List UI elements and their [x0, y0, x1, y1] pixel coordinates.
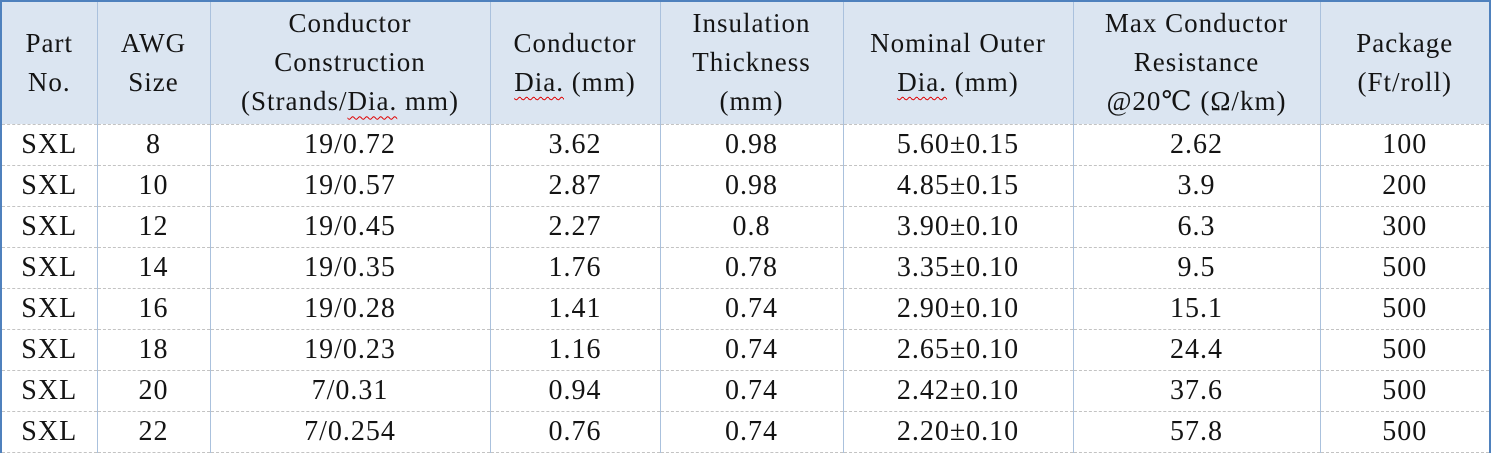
cell-max_conductor_resistance: 3.9: [1072, 164, 1321, 207]
table-row: SXL 12 19/0.45 2.27 0.8 3.90±0.10 6.3 300: [0, 205, 1491, 248]
table-row: SXL 14 19/0.35 1.76 0.78 3.35±0.10 9.5 500: [0, 246, 1491, 289]
cell-conductor_dia: 2.87: [489, 164, 661, 207]
column-header-awg_size: AWG Size: [96, 1, 211, 125]
column-header-package: Package (Ft/roll): [1319, 1, 1491, 125]
cell-conductor_construction: 19/0.57: [209, 164, 491, 207]
column-header-part_no: Part No.: [0, 1, 98, 125]
cell-part_no: SXL: [0, 287, 98, 330]
cell-max_conductor_resistance: 24.4: [1072, 328, 1321, 371]
column-header-nominal_outer_dia: Nominal Outer Dia. (mm): [842, 1, 1074, 125]
cell-insulation_thickness: 0.74: [659, 287, 844, 330]
cell-nominal_outer_dia: 2.42±0.10: [842, 369, 1074, 412]
cell-package: 300: [1319, 205, 1491, 248]
cell-conductor_construction: 19/0.45: [209, 205, 491, 248]
table-row: SXL 8 19/0.72 3.62 0.98 5.60±0.15 2.62 100: [0, 123, 1491, 166]
cell-awg_size: 10: [96, 164, 211, 207]
column-header-conductor_construction: Conductor Construction (Strands/Dia. mm): [209, 1, 491, 125]
table-row: SXL 22 7/0.254 0.76 0.74 2.20±0.10 57.8 500: [0, 410, 1491, 453]
cell-max_conductor_resistance: 9.5: [1072, 246, 1321, 289]
cell-part_no: SXL: [0, 205, 98, 248]
cell-package: 200: [1319, 164, 1491, 207]
cell-insulation_thickness: 0.78: [659, 246, 844, 289]
cell-max_conductor_resistance: 37.6: [1072, 369, 1321, 412]
cell-conductor_dia: 0.76: [489, 410, 661, 453]
cell-part_no: SXL: [0, 164, 98, 207]
cell-package: 100: [1319, 123, 1491, 166]
cell-nominal_outer_dia: 5.60±0.15: [842, 123, 1074, 166]
cell-max_conductor_resistance: 6.3: [1072, 205, 1321, 248]
cell-insulation_thickness: 0.74: [659, 369, 844, 412]
cell-conductor_construction: 19/0.35: [209, 246, 491, 289]
cell-conductor_construction: 7/0.254: [209, 410, 491, 453]
cell-conductor_dia: 3.62: [489, 123, 661, 166]
cell-nominal_outer_dia: 3.90±0.10: [842, 205, 1074, 248]
cell-conductor_construction: 7/0.31: [209, 369, 491, 412]
cell-insulation_thickness: 0.8: [659, 205, 844, 248]
cell-nominal_outer_dia: 3.35±0.10: [842, 246, 1074, 289]
table-row: SXL 10 19/0.57 2.87 0.98 4.85±0.15 3.9 200: [0, 164, 1491, 207]
cell-conductor_dia: 1.76: [489, 246, 661, 289]
cell-part_no: SXL: [0, 369, 98, 412]
cell-awg_size: 14: [96, 246, 211, 289]
cell-nominal_outer_dia: 2.90±0.10: [842, 287, 1074, 330]
cell-awg_size: 12: [96, 205, 211, 248]
cell-insulation_thickness: 0.98: [659, 123, 844, 166]
cell-part_no: SXL: [0, 246, 98, 289]
cell-max_conductor_resistance: 15.1: [1072, 287, 1321, 330]
table-row: SXL 18 19/0.23 1.16 0.74 2.65±0.10 24.4 500: [0, 328, 1491, 371]
cell-package: 500: [1319, 246, 1491, 289]
cell-awg_size: 18: [96, 328, 211, 371]
cell-package: 500: [1319, 328, 1491, 371]
table-row: SXL 16 19/0.28 1.41 0.74 2.90±0.10 15.1 500: [0, 287, 1491, 330]
cell-max_conductor_resistance: 2.62: [1072, 123, 1321, 166]
cell-part_no: SXL: [0, 123, 98, 166]
spellcheck-underline: Dia.: [897, 66, 947, 97]
cell-conductor_dia: 2.27: [489, 205, 661, 248]
spellcheck-underline: Dia.: [347, 86, 398, 117]
cell-conductor_construction: 19/0.28: [209, 287, 491, 330]
cell-part_no: SXL: [0, 410, 98, 453]
table-row: SXL 20 7/0.31 0.94 0.74 2.42±0.10 37.6 500: [0, 369, 1491, 412]
cell-awg_size: 22: [96, 410, 211, 453]
cell-nominal_outer_dia: 2.20±0.10: [842, 410, 1074, 453]
header-row: Part No. AWG Size Conductor Construction (…: [0, 1, 1491, 125]
cell-package: 500: [1319, 287, 1491, 330]
cell-conductor_dia: 0.94: [489, 369, 661, 412]
spellcheck-underline: Dia.: [514, 66, 564, 97]
cell-conductor_construction: 19/0.72: [209, 123, 491, 166]
cell-awg_size: 8: [96, 123, 211, 166]
column-header-max_conductor_resistance: Max Conductor Resistance @20℃ (Ω/km): [1072, 1, 1321, 125]
cell-nominal_outer_dia: 4.85±0.15: [842, 164, 1074, 207]
column-header-insulation_thickness: Insulation Thickness (mm): [659, 1, 844, 125]
cell-conductor_dia: 1.41: [489, 287, 661, 330]
column-header-conductor_dia: Conductor Dia. (mm): [489, 1, 661, 125]
cell-awg_size: 20: [96, 369, 211, 412]
cell-insulation_thickness: 0.74: [659, 328, 844, 371]
cell-insulation_thickness: 0.98: [659, 164, 844, 207]
cell-conductor_construction: 19/0.23: [209, 328, 491, 371]
cell-conductor_dia: 1.16: [489, 328, 661, 371]
cell-awg_size: 16: [96, 287, 211, 330]
cell-part_no: SXL: [0, 328, 98, 371]
cell-insulation_thickness: 0.74: [659, 410, 844, 453]
cell-max_conductor_resistance: 57.8: [1072, 410, 1321, 453]
cell-nominal_outer_dia: 2.65±0.10: [842, 328, 1074, 371]
cell-package: 500: [1319, 410, 1491, 453]
cell-package: 500: [1319, 369, 1491, 412]
